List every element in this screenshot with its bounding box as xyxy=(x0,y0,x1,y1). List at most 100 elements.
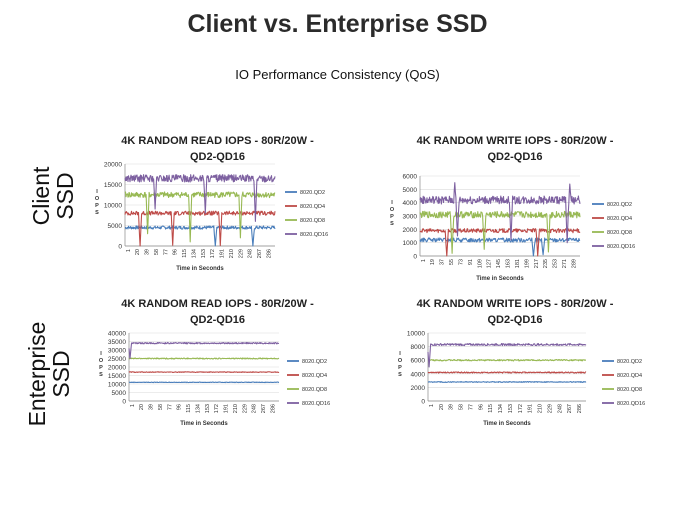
row-label-client-line2: SSD xyxy=(52,172,78,220)
legend-label: 8020.QD8 xyxy=(607,230,632,236)
chart-title-line1: 4K RANDOM WRITE IOPS - 80R/20W - xyxy=(416,298,614,310)
x-tick-label: 58 xyxy=(158,404,164,410)
x-tick-label: 20 xyxy=(439,404,445,410)
x-tick-label: 286 xyxy=(270,404,276,413)
x-tick-label: 248 xyxy=(557,404,563,413)
y-tick-label: 5000 xyxy=(108,223,123,230)
y-tick-label: 5000 xyxy=(403,187,418,194)
series-line xyxy=(419,210,581,254)
x-tick-label: 199 xyxy=(524,259,530,268)
x-tick-label: 91 xyxy=(468,259,474,265)
y-tick-label: 8000 xyxy=(411,344,426,351)
y-tick-label: 35000 xyxy=(108,339,126,346)
x-tick-label: 58 xyxy=(154,249,160,255)
legend-label: 8020.QD8 xyxy=(302,387,327,393)
x-tick-label: 77 xyxy=(468,404,474,410)
x-tick-label: 163 xyxy=(506,259,512,268)
x-tick-label: 191 xyxy=(528,404,534,413)
legend-label: 8020.QD16 xyxy=(302,401,330,407)
series-line xyxy=(128,341,280,360)
x-axis-label: Time in Seconds xyxy=(180,421,228,427)
row-label-enterprise: Enterprise SSD xyxy=(24,304,75,444)
x-tick-label: 210 xyxy=(538,404,544,413)
series-line xyxy=(128,371,280,373)
x-tick-label: 153 xyxy=(508,404,514,413)
y-tick-label: 1000 xyxy=(403,240,418,247)
x-tick-label: 20 xyxy=(135,249,141,255)
series-line xyxy=(419,182,581,244)
series-line xyxy=(124,174,276,222)
x-tick-label: 1 xyxy=(126,249,132,252)
legend-label: 8020.QD2 xyxy=(617,359,642,365)
legend-label: 8020.QD2 xyxy=(300,190,325,196)
x-tick-label: 229 xyxy=(547,404,553,413)
chart-title: 4K RANDOM READ IOPS - 80R/20W - QD2-QD16 xyxy=(85,296,350,328)
y-tick-label: 6000 xyxy=(411,358,426,365)
page-subtitle: IO Performance Consistency (QoS) xyxy=(235,67,440,82)
series-line xyxy=(128,381,280,384)
y-tick-label: 0 xyxy=(118,244,122,251)
x-tick-label: 235 xyxy=(543,259,549,268)
x-tick-label: 77 xyxy=(167,404,173,410)
series-line xyxy=(124,210,276,247)
x-tick-label: 96 xyxy=(177,404,183,410)
legend-label: 8020.QD4 xyxy=(302,373,327,379)
chart-title: 4K RANDOM READ IOPS - 80R/20W - QD2-QD16 xyxy=(85,133,350,165)
x-axis-label: Time in Seconds xyxy=(483,421,531,427)
x-tick-label: 77 xyxy=(163,249,169,255)
x-tick-label: 73 xyxy=(458,259,464,265)
chart-title-line1: 4K RANDOM READ IOPS - 80R/20W - xyxy=(121,135,314,147)
x-tick-label: 39 xyxy=(149,404,155,410)
chart-title: 4K RANDOM WRITE IOPS - 80R/20W - QD2-QD1… xyxy=(370,133,660,165)
x-tick-label: 39 xyxy=(145,249,151,255)
x-tick-label: 58 xyxy=(459,404,465,410)
y-tick-label: 20000 xyxy=(108,365,126,372)
x-tick-label: 271 xyxy=(562,259,568,268)
row-label-client: Client SSD xyxy=(28,144,79,248)
x-tick-label: 115 xyxy=(182,249,188,258)
x-tick-label: 1 xyxy=(421,259,427,262)
x-tick-label: 217 xyxy=(534,259,540,268)
x-tick-label: 267 xyxy=(257,249,263,258)
x-tick-label: 248 xyxy=(252,404,258,413)
series-line xyxy=(427,342,587,368)
y-tick-label: 5000 xyxy=(112,390,127,397)
chart-plot: 0 1000 2000 3000 4000 5000 6000 1 19 37 55 73 91 109 1… xyxy=(390,174,635,281)
chart-plot: 0 5000 10000 15000 20000 1 20 39 58 77 96 115 134 153… xyxy=(95,162,328,273)
x-tick-label: 55 xyxy=(449,259,455,265)
series-line xyxy=(419,228,581,257)
x-tick-label: 286 xyxy=(266,249,272,258)
y-tick-label: 20000 xyxy=(104,162,122,169)
x-tick-label: 248 xyxy=(248,249,254,258)
x-tick-label: 267 xyxy=(261,404,267,413)
x-tick-label: 115 xyxy=(488,404,494,413)
series-line xyxy=(124,191,276,243)
row-label-enterprise-line2: SSD xyxy=(48,350,74,398)
chart-title-line2: QD2-QD16 xyxy=(487,151,543,163)
y-tick-label: 25000 xyxy=(108,356,126,363)
y-tick-label: 40000 xyxy=(108,331,126,338)
x-tick-label: 286 xyxy=(577,404,583,413)
y-tick-label: 15000 xyxy=(108,373,126,380)
series-line xyxy=(427,358,587,362)
row-label-enterprise-line1: Enterprise xyxy=(24,321,50,427)
legend-label: 8020.QD2 xyxy=(302,359,327,365)
chart-client-write: 4K RANDOM WRITE IOPS - 80R/20W - QD2-QD1… xyxy=(370,130,660,280)
x-tick-label: 253 xyxy=(553,259,559,268)
y-tick-label: 4000 xyxy=(411,371,426,378)
series-line xyxy=(427,381,587,383)
legend-label: 8020.QD8 xyxy=(617,387,642,393)
x-tick-label: 229 xyxy=(242,404,248,413)
chart-title-line2: QD2-QD16 xyxy=(487,314,543,326)
legend-label: 8020.QD4 xyxy=(617,373,642,379)
x-tick-label: 134 xyxy=(498,404,504,413)
x-tick-label: 19 xyxy=(430,259,436,265)
legend-label: 8020.QD4 xyxy=(607,216,632,222)
legend-label: 8020.QD4 xyxy=(300,204,325,210)
x-tick-label: 145 xyxy=(496,259,502,268)
x-tick-label: 153 xyxy=(205,404,211,413)
